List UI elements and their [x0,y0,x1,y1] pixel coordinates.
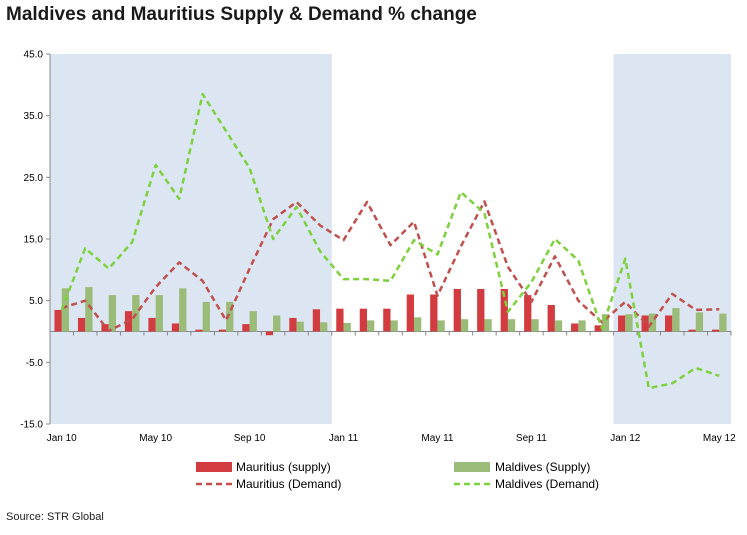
bar-mauritius-supply [453,288,461,332]
bar-maldives-supply [226,301,234,332]
x-tick-label: May 10 [139,433,172,444]
bar-maldives-supply [390,320,398,332]
source-note: Source: STR Global [6,511,104,523]
bar-maldives-supply [413,317,422,332]
bar-maldives-supply [296,321,304,332]
x-tick-label: Sep 11 [516,433,547,444]
bar-maldives-supply [155,295,163,332]
x-tick-label: Sep 10 [234,433,266,444]
bar-mauritius-supply [289,317,297,332]
bar-mauritius-supply [430,294,438,332]
bar-maldives-supply [578,320,586,332]
legend-label-maldives-demand: Maldives (Demand) [495,477,599,491]
bar-mauritius-supply [265,331,274,336]
bar-maldives-supply [719,313,727,332]
y-tick-label: 25.0 [24,173,44,184]
bar-mauritius-supply [359,308,368,332]
bar-maldives-supply [672,308,680,332]
bar-mauritius-supply [500,288,508,332]
y-tick-label: 15.0 [24,235,44,246]
legend-swatch-mauritius-supply [196,462,232,472]
bar-maldives-supply [249,311,257,332]
legend-label-maldives-supply: Maldives (Supply) [495,460,590,474]
bar-mauritius-supply [711,329,720,332]
bar-maldives-supply [437,320,445,332]
demand-lines [60,92,720,390]
bar-maldives-supply [273,315,281,332]
x-tick-label: Jan 10 [47,433,77,444]
y-tick-label: 5.0 [29,296,43,307]
bar-mauritius-supply [148,317,156,332]
bar-mauritius-supply [665,315,673,332]
bar-maldives-supply [531,319,539,332]
bar-maldives-supply [460,319,469,332]
bar-maldives-supply [108,295,116,332]
legend-swatch-maldives-supply [454,462,490,472]
bar-maldives-supply [132,295,140,332]
bar-maldives-supply [625,314,633,332]
x-tick-label: May 12 [703,433,736,444]
bar-maldives-supply [554,320,563,332]
shaded-period-2 [613,54,731,424]
bar-mauritius-supply [242,324,250,332]
bar-maldives-supply [601,314,610,332]
bar-mauritius-supply [547,304,555,332]
x-tick-label: Jan 11 [329,433,359,444]
bar-maldives-supply [179,288,187,332]
bar-mauritius-supply [77,317,86,332]
bar-mauritius-supply [383,308,391,332]
y-tick-label: -5.0 [26,358,44,369]
legend-label-mauritius-demand: Mauritius (Demand) [236,477,341,491]
bar-maldives-supply [61,288,70,332]
shaded-periods [50,54,731,424]
bar-maldives-supply [343,322,351,332]
bar-mauritius-supply [477,288,485,332]
bar-mauritius-supply [54,309,62,332]
y-tick-label: 35.0 [24,111,44,122]
chart-title: Maldives and Mauritius Supply & Demand %… [6,4,477,25]
x-tick-label: May 11 [421,433,453,444]
bar-mauritius-supply [641,315,649,332]
bar-maldives-supply [695,312,704,332]
bar-mauritius-supply [524,295,532,332]
bar-mauritius-supply [218,329,227,332]
bar-mauritius-supply [571,323,579,332]
bar-maldives-supply [85,287,93,332]
legend: Mauritius (supply) Maldives (Supply) Mau… [196,460,599,491]
line-mauritius-demand [61,200,720,333]
bar-maldives-supply [320,322,328,332]
x-tick-label: Jan 12 [610,433,640,444]
bar-mauritius-supply [101,324,109,332]
shaded-period-1 [50,54,332,424]
bar-maldives-supply [507,319,516,332]
y-tick-label: -15.0 [20,420,43,431]
bar-maldives-supply [484,319,492,332]
bar-maldives-supply [202,301,210,332]
bar-maldives-supply [367,320,375,332]
line-maldives-demand [60,92,720,390]
y-tick-label: 45.0 [24,50,44,61]
legend-label-mauritius-supply: Mauritius (supply) [236,460,331,474]
bar-mauritius-supply [171,323,180,332]
bar-mauritius-supply [195,329,203,332]
bar-mauritius-supply [688,329,696,332]
bar-mauritius-supply [312,309,321,332]
bar-mauritius-supply [336,308,344,332]
bar-mauritius-supply [618,315,626,332]
bar-mauritius-supply [594,325,602,332]
bar-mauritius-supply [406,294,414,332]
bar-maldives-supply [648,313,657,332]
